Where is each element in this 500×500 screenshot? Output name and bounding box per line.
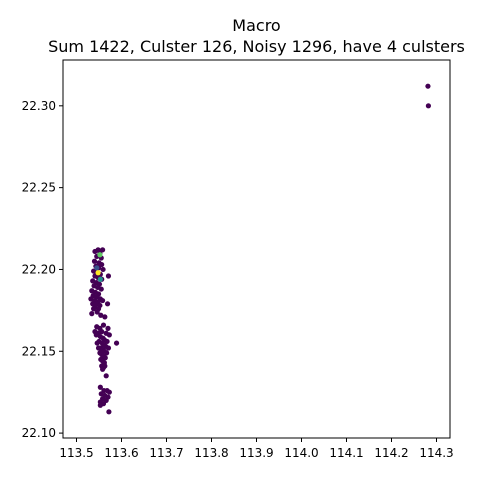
data-point xyxy=(100,266,106,273)
data-point xyxy=(99,261,105,268)
chart-subtitle: Sum 1422, Culster 126, Noisy 1296, have … xyxy=(48,37,465,56)
data-point xyxy=(104,350,110,356)
data-point xyxy=(94,265,100,271)
data-point xyxy=(93,332,99,338)
data-point xyxy=(97,252,103,258)
data-point xyxy=(91,258,98,264)
data-points xyxy=(88,83,431,415)
y-tick-label: 22.20 xyxy=(22,262,56,276)
data-point xyxy=(91,306,97,312)
data-point xyxy=(100,366,106,372)
data-point xyxy=(94,340,100,346)
y-tick-label: 22.25 xyxy=(22,181,56,195)
data-point xyxy=(94,309,100,315)
y-axis: 22.10 22.15 22.20 22.25 22.30 xyxy=(22,99,63,440)
data-point xyxy=(106,389,112,395)
data-point xyxy=(92,248,98,255)
data-point xyxy=(95,270,101,276)
data-point xyxy=(95,345,102,351)
data-point xyxy=(425,83,431,89)
data-point xyxy=(98,286,104,292)
data-point xyxy=(102,314,108,320)
data-point xyxy=(100,322,107,328)
data-point xyxy=(106,332,112,338)
data-point xyxy=(89,311,95,317)
x-tick-label: 114.1 xyxy=(329,446,363,460)
data-point xyxy=(113,340,120,346)
data-point xyxy=(104,338,110,345)
x-tick-label: 114.2 xyxy=(374,446,408,460)
y-tick-label: 22.30 xyxy=(22,99,56,113)
data-point xyxy=(104,301,111,307)
data-point xyxy=(97,384,103,390)
data-point xyxy=(97,402,103,408)
plot-frame xyxy=(62,59,451,439)
x-tick-label: 113.9 xyxy=(239,446,273,460)
data-point xyxy=(100,247,106,253)
y-tick-label: 22.10 xyxy=(22,426,56,440)
data-point xyxy=(100,297,106,304)
x-tick-label: 114.0 xyxy=(284,446,318,460)
data-point xyxy=(103,373,109,379)
data-point xyxy=(105,325,111,331)
x-tick-label: 113.6 xyxy=(104,446,138,460)
chart-title: Macro xyxy=(232,16,280,35)
x-axis: 113.5 113.6 113.7 113.8 113.9 114.0 114.1 114.2… xyxy=(59,438,454,460)
x-tick-label: 113.5 xyxy=(59,446,93,460)
data-point xyxy=(97,276,103,282)
data-point xyxy=(105,345,112,351)
data-point xyxy=(105,273,112,279)
x-tick-label: 113.7 xyxy=(149,446,183,460)
x-tick-label: 114.3 xyxy=(419,446,453,460)
data-point xyxy=(106,409,112,415)
data-point xyxy=(98,312,104,318)
data-point xyxy=(425,103,431,109)
x-tick-label: 113.8 xyxy=(194,446,228,460)
y-tick-label: 22.15 xyxy=(22,344,56,358)
